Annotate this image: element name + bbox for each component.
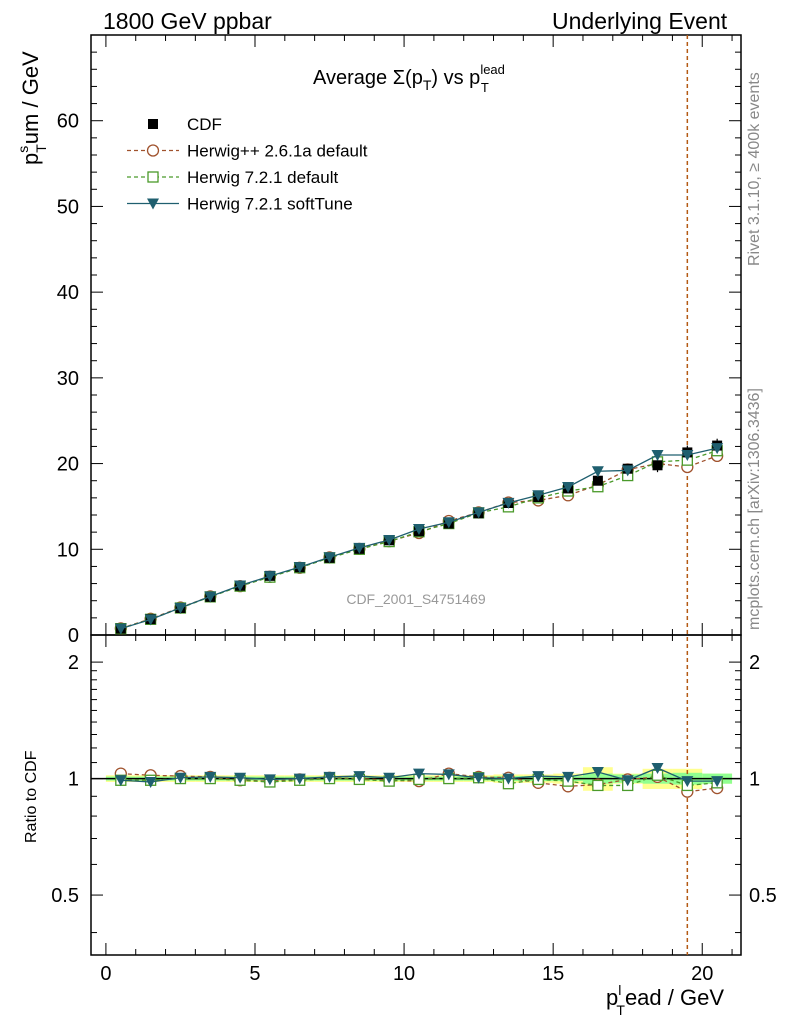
ratio-data-point [412,768,425,780]
data-point [532,490,545,502]
x-tick-label: 15 [542,963,564,985]
data-point [711,443,724,455]
legend-label: Herwig 7.2.1 softTune [187,195,353,214]
ratio-data-point [353,771,366,783]
legend-label: Herwig 7.2.1 default [187,168,338,187]
data-point [204,591,217,603]
data-point [293,562,306,574]
ratio-data-point [114,775,127,787]
ratio-y-tick-label: 0.5 [51,885,79,907]
x-tick-label: 20 [691,963,713,985]
ratio-plot-frame [90,634,742,956]
ratio-y-label: Ratio to CDF [23,750,40,843]
data-point [323,552,336,564]
ratio-y-tick-label: 2 [68,652,79,674]
data-point [353,542,366,554]
ratio-y-tick-label-right: 2 [749,652,760,674]
legend-marker [148,119,158,129]
header-left: 1800 GeV ppbar [103,8,272,34]
x-tick-label: 5 [249,963,260,985]
ratio-data-point [651,762,664,774]
ratio-y-tick-label: 1 [68,769,79,791]
data-point [502,497,515,509]
legend: CDF Herwig++ 2.6.1a default Herwig 7.2.1 d… [127,115,368,214]
analysis-watermark: CDF_2001_S4751469 [346,591,486,607]
data-point [412,523,425,535]
header-right: Underlying Event [552,8,728,34]
ratio-data-point [532,771,545,783]
ratio-data-point [323,771,336,783]
ratio-data-point [293,773,306,785]
data-point [234,580,247,592]
data-point [681,450,694,461]
ratio-data-point [442,769,455,781]
x-axis-label: pl Tead / GeV [606,982,724,1018]
ratio-data-series [114,762,724,798]
x-tick-label: 0 [100,963,111,985]
ratio-series-line [120,774,718,787]
data-point [591,466,604,478]
y-tick-label: 0 [68,625,79,647]
ratio-axis-ticks: 0 5 10 15 20 0.5 0.5 1 1 2 2 [51,635,777,985]
ratio-data-point [562,771,575,783]
y-tick-label: 60 [57,111,79,133]
y-tick-label: 20 [57,454,79,476]
ratio-y-tick-label-right: 1 [749,769,760,791]
ratio-data-point [502,773,515,785]
data-point [621,465,634,477]
ratio-data-point [472,772,485,784]
main-data-series [114,438,724,635]
ratio-data-point [681,776,694,788]
ratio-series-line [120,772,718,793]
ratio-data-point [174,772,187,784]
data-point [144,614,157,626]
data-point [652,460,663,471]
data-point [592,475,603,486]
data-point [562,481,575,493]
data-point [263,571,276,583]
ratio-data-point [234,772,247,784]
plot-title: Average Σ(pT) vs plead T [313,62,505,95]
data-point [383,534,396,546]
main-axis-ticks: 0 10 20 30 40 50 60 [57,35,741,647]
ratio-y-tick-label-right: 0.5 [749,885,777,907]
legend-label: Herwig++ 2.6.1a default [187,142,368,161]
x-tick-label: 10 [393,963,415,985]
data-point [651,450,664,461]
data-point [174,602,187,614]
legend-marker [147,171,159,183]
y-tick-label: 50 [57,196,79,218]
ratio-data-point [263,774,276,786]
data-point [114,623,127,635]
legend-marker [146,144,160,157]
ratio-data-point [383,772,396,784]
ratio-data-point [591,766,604,778]
data-point [442,517,455,529]
y-tick-label: 40 [57,282,79,304]
y-tick-label: 10 [57,539,79,561]
ratio-data-point [144,776,157,788]
ratio-data-point [621,775,634,787]
legend-marker [147,198,159,210]
ratio-data-point [592,779,604,792]
main-y-label: ps Tum / GeV [15,51,49,165]
ratio-data-point [711,776,724,788]
data-point [472,507,485,519]
legend-label: CDF [187,115,222,134]
ratio-data-point [204,771,217,783]
y-tick-label: 30 [57,368,79,390]
